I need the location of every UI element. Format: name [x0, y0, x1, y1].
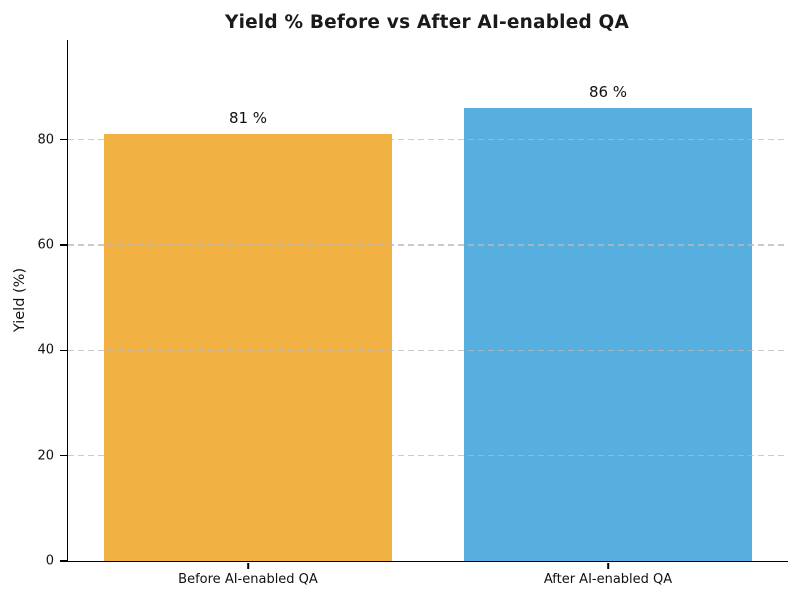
y-axis-label: Yield (%) [12, 267, 28, 333]
y-tick-label-20: 20 [37, 448, 54, 464]
bar-2 [464, 107, 752, 561]
y-tick-mark-20 [60, 454, 68, 457]
bar-value-label-1: 81 % [228, 109, 268, 128]
y-tick-mark-40 [60, 349, 68, 352]
annotation-layer: 0 20 40 60 80 81 % Before AI-enabled QA 86 % Aft… [37, 40, 788, 587]
bar-1 [104, 134, 392, 561]
x-tick-label-1: Before AI-enabled QA [178, 572, 318, 587]
y-tick-mark-0 [60, 560, 68, 562]
gridline-y-20 [68, 454, 788, 457]
gridline-y-40 [68, 349, 788, 352]
y-tick-mark-80 [60, 138, 68, 141]
y-tick-label-0: 0 [45, 553, 54, 569]
y-tick-label-40: 40 [37, 342, 54, 358]
plot-area: 0 20 40 60 80 81 % Before AI-enabled QA 86 % Aft… [37, 40, 788, 587]
y-tick-mark-60 [60, 244, 68, 246]
y-tick-label-80: 80 [37, 132, 54, 148]
bars-layer [68, 40, 788, 561]
x-tick-mark-1 [247, 562, 249, 569]
bar-value-label-2: 86 % [588, 82, 628, 101]
grid-layer [68, 40, 788, 561]
x-tick-mark-2 [607, 562, 609, 569]
y-tick-label-60: 60 [37, 237, 54, 253]
gridline-y-60 [68, 244, 788, 246]
x-tick-label-2: After AI-enabled QA [543, 572, 673, 587]
chart-title: Yield % Before vs After AI-enabled QA [225, 12, 629, 33]
gridline-y-80 [68, 138, 788, 141]
